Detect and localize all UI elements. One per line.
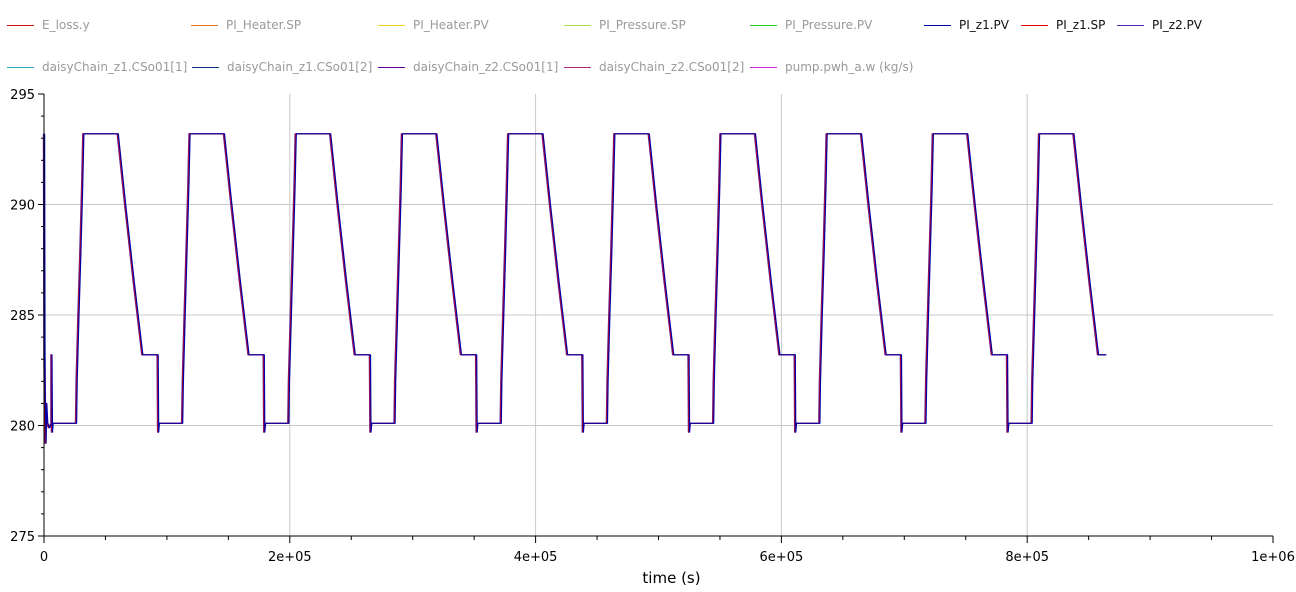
legend-swatch bbox=[378, 66, 405, 68]
legend-item[interactable]: daisyChain_z1.CSo01[2] bbox=[192, 59, 372, 75]
legend-swatch bbox=[564, 66, 591, 68]
legend-label: PI_Heater.SP bbox=[226, 18, 302, 32]
x-axis-title: time (s) bbox=[642, 569, 700, 587]
legend-item[interactable]: PI_Heater.PV bbox=[378, 17, 489, 33]
legend-item[interactable]: PI_z1.SP bbox=[1021, 17, 1105, 33]
chart-legend: E_loss.y PI_Heater.SP PI_Heater.PV PI_Press… bbox=[0, 0, 1296, 90]
y-tick-label: 295 bbox=[10, 88, 35, 103]
legend-label: PI_z2.PV bbox=[1152, 18, 1202, 32]
legend-item[interactable]: PI_z2.PV bbox=[1117, 17, 1202, 33]
series-line bbox=[44, 133, 1107, 444]
legend-item[interactable]: daisyChain_z1.CSo01[1] bbox=[7, 59, 187, 75]
legend-item[interactable]: PI_Pressure.PV bbox=[750, 17, 872, 33]
x-tick-label: 6e+05 bbox=[760, 550, 804, 565]
legend-swatch bbox=[564, 24, 591, 26]
x-tick-label: 1e+06 bbox=[1251, 550, 1295, 565]
series-line bbox=[43, 133, 1106, 444]
legend-label: daisyChain_z1.CSo01[2] bbox=[227, 60, 373, 74]
legend-label: daisyChain_z2.CSo01[2] bbox=[599, 60, 745, 74]
legend-label: PI_Pressure.SP bbox=[599, 18, 686, 32]
grid-lines bbox=[44, 94, 1273, 536]
legend-swatch bbox=[7, 66, 34, 68]
x-tick-label: 4e+05 bbox=[514, 550, 558, 565]
legend-swatch bbox=[192, 66, 219, 68]
legend-item[interactable]: PI_Pressure.SP bbox=[564, 17, 686, 33]
y-tick-label: 280 bbox=[10, 420, 35, 435]
x-tick-label: 8e+05 bbox=[1005, 550, 1049, 565]
legend-swatch bbox=[750, 66, 777, 68]
legend-swatch bbox=[924, 24, 951, 26]
legend-item[interactable]: pump.pwh_a.w (kg/s) bbox=[750, 59, 913, 75]
legend-swatch bbox=[191, 24, 218, 26]
y-tick-label: 285 bbox=[10, 309, 35, 324]
y-tick-label: 275 bbox=[10, 530, 35, 545]
legend-label: PI_Heater.PV bbox=[413, 18, 489, 32]
legend-item[interactable]: daisyChain_z2.CSo01[1] bbox=[378, 59, 558, 75]
legend-swatch bbox=[1021, 24, 1048, 26]
legend-label: PI_Pressure.PV bbox=[785, 18, 873, 32]
legend-item[interactable]: PI_Heater.SP bbox=[191, 17, 301, 33]
axis-ticks: 0 2e+05 4e+05 6e+05 8e+05 1e+06 275 280 285 290 29… bbox=[10, 88, 1295, 565]
legend-label: daisyChain_z1.CSo01[1] bbox=[42, 60, 188, 74]
legend-label: PI_z1.SP bbox=[1056, 18, 1106, 32]
series-line bbox=[42, 133, 1106, 444]
legend-label: PI_z1.PV bbox=[959, 18, 1009, 32]
y-tick-label: 290 bbox=[10, 199, 35, 214]
legend-item[interactable]: daisyChain_z2.CSo01[2] bbox=[564, 59, 744, 75]
legend-swatch bbox=[7, 24, 34, 26]
legend-swatch bbox=[750, 24, 777, 26]
legend-label: pump.pwh_a.w (kg/s) bbox=[785, 60, 914, 74]
legend-label: E_loss.y bbox=[42, 18, 90, 32]
legend-item[interactable]: PI_z1.PV bbox=[924, 17, 1009, 33]
legend-label: daisyChain_z2.CSo01[1] bbox=[413, 60, 559, 74]
series-lines bbox=[42, 133, 1107, 444]
legend-item[interactable]: E_loss.y bbox=[7, 17, 90, 33]
x-tick-label: 0 bbox=[40, 550, 48, 565]
legend-swatch bbox=[1117, 24, 1144, 26]
legend-swatch bbox=[378, 24, 405, 26]
x-tick-label: 2e+05 bbox=[268, 550, 312, 565]
